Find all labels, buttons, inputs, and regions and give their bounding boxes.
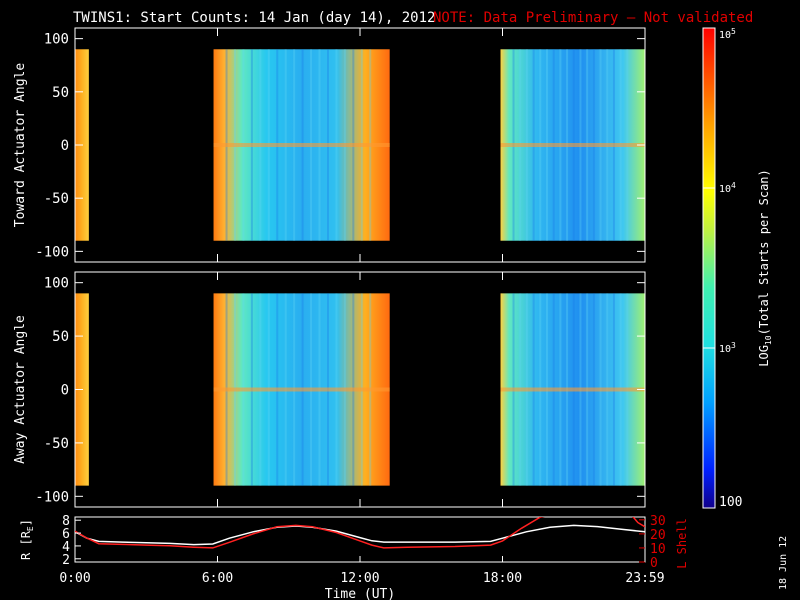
- x-tick-label: 12:00: [340, 571, 379, 586]
- right-tick-label: 20: [650, 528, 666, 543]
- colorbar-tick-label: 103: [719, 341, 736, 355]
- zero-band: [500, 143, 645, 147]
- left-axis-label-end: ]: [19, 519, 33, 526]
- left-tick-label: 8: [62, 514, 70, 529]
- colorbar-tick-exp: 5: [731, 27, 736, 36]
- y-tick-label: 0: [61, 383, 69, 399]
- x-tick-label: 6:00: [202, 571, 233, 586]
- away-angle-panel: -100 -50 0 50 100 Away Actuator Angle: [13, 271, 646, 508]
- colorbar-label: LOG10(Total Starts per Scan): [757, 169, 773, 367]
- colorbar-tick-label: 100: [719, 495, 742, 510]
- colorbar-tick-exp: 3: [731, 341, 736, 350]
- l-shell-line: [75, 517, 645, 549]
- right-tick-label: 0: [650, 556, 658, 571]
- left-axis-label-sub: E: [26, 526, 35, 531]
- right-axis-label: L Shell: [675, 518, 689, 569]
- colorbar-tick-label: 105: [719, 27, 736, 41]
- right-tick-label: 10: [650, 542, 666, 557]
- colorbar-tick-exp: 4: [731, 181, 736, 190]
- y-axis-label: Toward Actuator Angle: [13, 63, 28, 228]
- y-tick-label: -50: [44, 191, 69, 207]
- colorbar-label-sub: 10: [764, 335, 773, 345]
- y-tick-label: 100: [44, 32, 69, 48]
- x-tick-label: 0:00: [59, 571, 90, 586]
- colorbar-label-suffix: (Total Starts per Scan): [757, 169, 771, 335]
- x-axis-label: Time (UT): [325, 587, 395, 600]
- colorbar-tick-label: 104: [719, 181, 736, 195]
- x-tick-label: 18:00: [483, 571, 522, 586]
- zero-band: [213, 387, 390, 392]
- left-tick-label: 6: [62, 527, 70, 542]
- r-distance-line: [75, 524, 645, 546]
- zero-band: [213, 143, 390, 147]
- preliminary-note: NOTE: Data Preliminary – Not validated: [433, 10, 753, 26]
- y-tick-label: -50: [44, 436, 69, 452]
- right-tick-label: 30: [650, 514, 666, 529]
- x-tick-label: 23:59: [625, 571, 664, 586]
- left-tick-label: 2: [62, 553, 70, 568]
- zero-band: [500, 387, 645, 392]
- y-tick-label: 100: [44, 276, 69, 292]
- toward-angle-panel: -100 -50 0 50 100 Toward Actuator Angle: [13, 27, 646, 263]
- y-tick-label: 50: [52, 329, 69, 345]
- left-axis-label: R [RE]: [19, 519, 35, 560]
- y-tick-label: 0: [61, 138, 69, 154]
- y-tick-label: 50: [52, 85, 69, 101]
- chart-title: TWINS1: Start Counts: 14 Jan (day 14), 2…: [73, 10, 435, 26]
- y-axis-label: Away Actuator Angle: [13, 315, 28, 464]
- left-tick-label: 4: [62, 540, 70, 555]
- y-tick-label: -100: [35, 489, 69, 505]
- date-stamp: 18 Jun 12: [778, 536, 789, 590]
- colorbar-gradient: [702, 27, 716, 509]
- orbit-frame: [74, 516, 646, 563]
- y-tick-label: -100: [35, 244, 69, 260]
